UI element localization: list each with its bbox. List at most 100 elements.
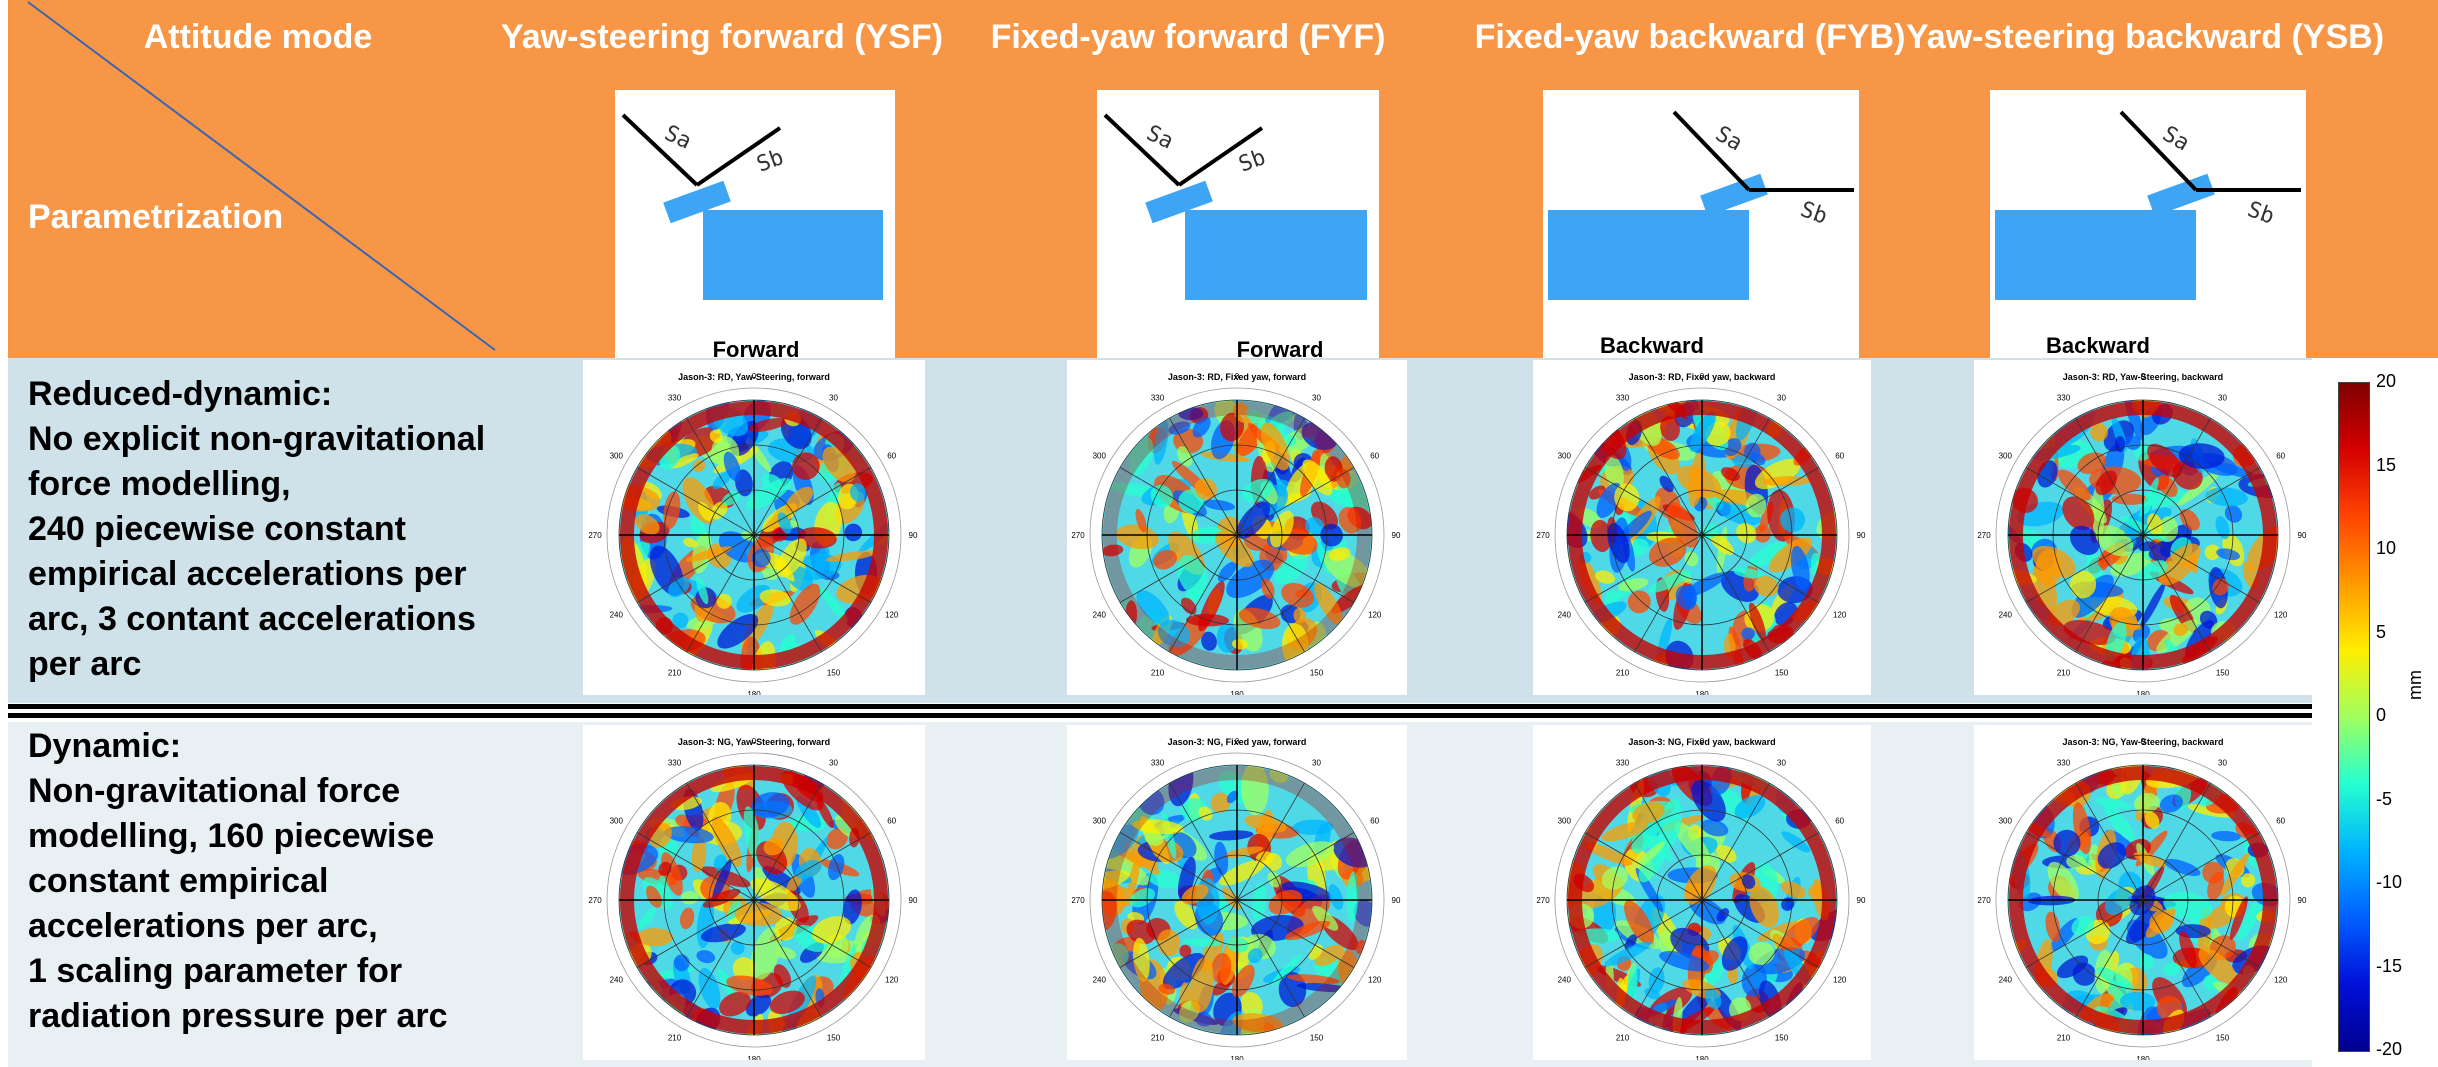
colorbar: [2338, 382, 2370, 1052]
polar-angle-label: 300: [610, 817, 624, 826]
attitude-diagram: Sa Sb: [1990, 90, 2306, 358]
residual-map: [1102, 765, 1372, 1035]
polar-angle-label: 180: [1230, 690, 1244, 695]
polar-angle-label: 270: [1536, 531, 1550, 540]
column-header-fyb: Fixed-yaw backward (FYB): [1474, 18, 1906, 56]
polar-angle-label: 300: [1558, 817, 1572, 826]
row-separator: [8, 713, 2312, 718]
polar-angle-label: 0: [1235, 737, 1240, 746]
satellite-body: [703, 210, 883, 300]
plot-title: Jason-3: RD, Yaw-Steering, backward: [2063, 372, 2223, 382]
polar-angle-label: 90: [909, 531, 918, 540]
polar-angle-label: 180: [747, 1055, 761, 1060]
polar-angle-label: 0: [752, 372, 757, 381]
colorbar-tick-label: 20: [2376, 371, 2397, 391]
polar-angle-label: 210: [1151, 669, 1165, 678]
polar-plot: 0 30 60 90 120 150 180 210 240 270 300 330 Jason-3: …: [583, 725, 925, 1064]
polar-angle-label: 240: [610, 611, 624, 620]
residual-map: [1567, 765, 1837, 1035]
polar-angle-label: 30: [1777, 758, 1786, 767]
polar-angle-label: 330: [668, 758, 682, 767]
satellite-body: [1185, 210, 1367, 300]
sa-label: Sa: [660, 121, 695, 155]
polar-angle-label: 270: [588, 531, 602, 540]
colorbar-unit: mm: [2405, 670, 2425, 700]
polar-angle-label: 180: [1695, 690, 1709, 695]
polar-angle-label: 60: [2276, 452, 2285, 461]
polar-angle-label: 90: [1392, 896, 1401, 905]
colorbar-tick-label: 15: [2376, 454, 2397, 475]
polar-angle-label: 150: [1310, 669, 1324, 678]
plot-title: Jason-3: NG, Fixed yaw, backward: [1628, 737, 1775, 747]
plot-title: Jason-3: NG, Yaw-Steering, forward: [678, 737, 830, 747]
sb-line: [695, 126, 782, 187]
polar-angle-label: 300: [610, 452, 624, 461]
plot-title: Jason-3: NG, Yaw-Steering, backward: [2063, 737, 2224, 747]
polar-angle-label: 0: [1700, 372, 1705, 381]
polar-angle-label: 210: [668, 1034, 682, 1043]
polar-angle-label: 0: [1700, 737, 1705, 746]
attitude-diagram: Sa Sb: [1097, 90, 1379, 358]
row-separator: [8, 704, 2312, 709]
polar-angle-label: 60: [2276, 817, 2285, 826]
polar-plot: 0 30 60 90 120 150 180 210 240 270 300 330 Jason-3: …: [1974, 725, 2312, 1064]
polar-angle-label: 210: [1616, 1034, 1630, 1043]
polar-angle-label: 90: [909, 896, 918, 905]
colorbar-tick-label: 10: [2376, 538, 2397, 558]
antenna-panel: [1145, 180, 1213, 224]
polar-angle-label: 30: [829, 393, 838, 402]
polar-angle-label: 0: [752, 737, 757, 746]
polar-angle-label: 60: [887, 452, 896, 461]
polar-angle-label: 240: [1999, 611, 2013, 620]
polar-angle-label: 210: [668, 669, 682, 678]
polar-angle-label: 330: [1616, 393, 1630, 402]
polar-angle-label: 240: [1558, 611, 1572, 620]
corner-top-label: Attitude mode: [143, 18, 373, 56]
polar-angle-label: 30: [2218, 393, 2227, 402]
attitude-diagram: Sa Sb: [615, 90, 895, 358]
polar-angle-label: 30: [829, 758, 838, 767]
antenna-panel: [663, 180, 731, 224]
residual-map: [619, 400, 889, 670]
polar-angle-label: 270: [588, 896, 602, 905]
polar-angle-label: 210: [2057, 1034, 2071, 1043]
corner-diagonal: [27, 1, 496, 351]
sa-label: Sa: [1142, 121, 1177, 155]
polar-angle-label: 240: [1558, 976, 1572, 985]
polar-angle-label: 300: [1558, 452, 1572, 461]
colorbar-tick-label: 0: [2376, 705, 2387, 725]
column-header-ysb: Yaw-steering backward (YSB): [1905, 18, 2385, 56]
sb-label: Sb: [1797, 197, 1830, 230]
polar-angle-label: 120: [2274, 611, 2288, 620]
polar-angle-label: 240: [610, 976, 624, 985]
polar-angle-label: 120: [1368, 976, 1382, 985]
polar-angle-label: 270: [1977, 896, 1991, 905]
polar-angle-label: 90: [1857, 896, 1866, 905]
polar-angle-label: 30: [1312, 393, 1321, 402]
polar-angle-label: 120: [2274, 976, 2288, 985]
plot-title: Jason-3: RD, Fixed yaw, forward: [1168, 372, 1306, 382]
polar-angle-label: 180: [1230, 1055, 1244, 1060]
polar-angle-label: 180: [1695, 1055, 1709, 1060]
polar-plot: 0 30 60 90 120 150 180 210 240 270 300 330 Jason-3: …: [1533, 725, 1871, 1064]
polar-angle-label: 210: [1151, 1034, 1165, 1043]
sa-line: [1672, 110, 1751, 192]
polar-plot: 0 30 60 90 120 150 180 210 240 270 300 330 Jason-3: …: [583, 360, 925, 699]
polar-angle-label: 330: [1151, 393, 1165, 402]
polar-angle-label: 150: [2216, 1034, 2230, 1043]
polar-angle-label: 150: [827, 669, 841, 678]
polar-angle-label: 0: [2141, 372, 2146, 381]
sb-label: Sb: [754, 145, 787, 178]
polar-angle-label: 210: [1616, 669, 1630, 678]
sb-label: Sb: [1236, 145, 1269, 178]
polar-angle-label: 90: [1392, 531, 1401, 540]
sa-line: [2119, 110, 2198, 192]
polar-angle-label: 90: [2298, 896, 2307, 905]
polar-angle-label: 60: [1835, 452, 1844, 461]
polar-angle-label: 180: [747, 690, 761, 695]
polar-angle-label: 120: [1833, 976, 1847, 985]
polar-angle-label: 30: [1777, 393, 1786, 402]
polar-angle-label: 270: [1071, 531, 1085, 540]
polar-plot: 0 30 60 90 120 150 180 210 240 270 300 330 Jason-3: …: [1067, 725, 1407, 1064]
sa-label: Sa: [1711, 122, 1746, 157]
